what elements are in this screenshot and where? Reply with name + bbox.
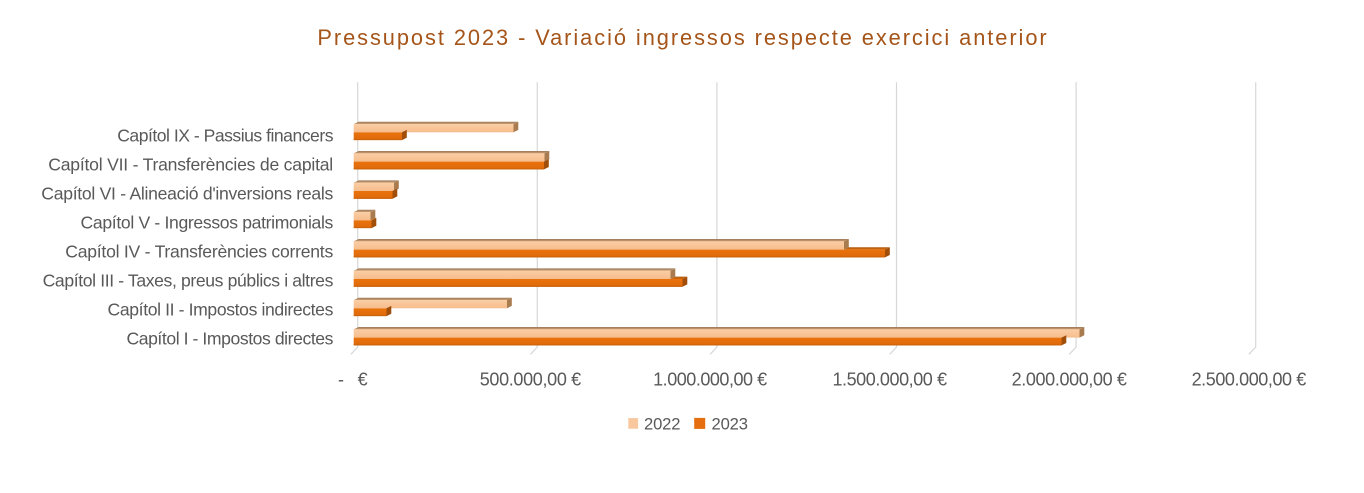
svg-text:Capítol IX - Passius financers: Capítol IX - Passius financers xyxy=(117,126,333,146)
svg-text:Capítol IV - Transferències co: Capítol IV - Transferències corrents xyxy=(65,242,333,262)
svg-text:1.500.000,00 €: 1.500.000,00 € xyxy=(832,369,947,389)
svg-text:€: € xyxy=(358,369,368,389)
svg-text:2022: 2022 xyxy=(644,415,680,434)
svg-text:Pressupost 2023 - Variació ing: Pressupost 2023 - Variació ingressos res… xyxy=(317,25,1048,50)
svg-text:2023: 2023 xyxy=(712,415,748,434)
svg-text:Capítol II - Impostos indirect: Capítol II - Impostos indirectes xyxy=(108,300,334,320)
svg-text:Capítol III - Taxes, preus púb: Capítol III - Taxes, preus públics i alt… xyxy=(43,271,334,291)
svg-text:Capítol V - Ingressos patrimon: Capítol V - Ingressos patrimonials xyxy=(81,213,334,233)
svg-text:2.000.000,00 €: 2.000.000,00 € xyxy=(1012,369,1127,389)
svg-text:1.000.000,00 €: 1.000.000,00 € xyxy=(653,369,767,389)
svg-text:Capítol VII - Transferències d: Capítol VII - Transferències de capital xyxy=(48,155,333,175)
svg-text:2.500.000,00 €: 2.500.000,00 € xyxy=(1192,369,1307,389)
svg-text:500.000,00 €: 500.000,00 € xyxy=(480,369,581,389)
svg-text:Capítol VI - Alineació d'inver: Capítol VI - Alineació d'inversions real… xyxy=(41,184,333,204)
svg-text:-: - xyxy=(338,369,344,389)
svg-text:Capítol I - Impostos directes: Capítol I - Impostos directes xyxy=(126,329,333,349)
